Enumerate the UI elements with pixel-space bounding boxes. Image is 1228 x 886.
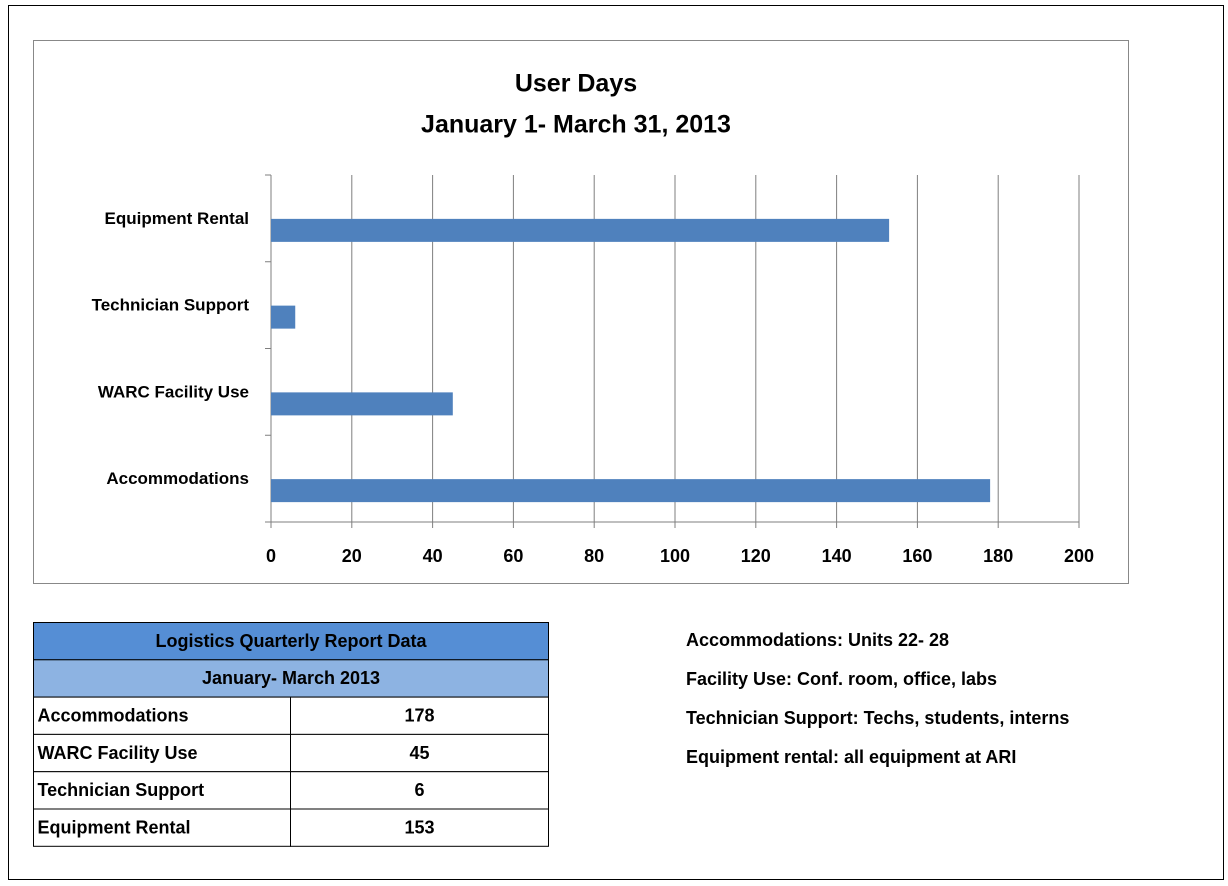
bar xyxy=(271,218,890,242)
table-header xyxy=(33,622,549,661)
y-tick-label: WARC Facility Use xyxy=(98,382,249,401)
x-tick-label: 160 xyxy=(902,546,932,566)
row-value: 178 xyxy=(404,706,434,726)
table-subheader xyxy=(33,659,549,698)
row-value: 45 xyxy=(409,743,429,763)
table-cell xyxy=(33,771,291,810)
note: Accommodations: Units 22- 28 xyxy=(686,630,949,650)
row-value: 6 xyxy=(414,780,424,800)
x-tick-label: 180 xyxy=(983,546,1013,566)
x-tick-label: 200 xyxy=(1064,546,1094,566)
x-tick-label: 20 xyxy=(342,546,362,566)
table-cell xyxy=(290,696,549,735)
row-label: WARC Facility Use xyxy=(38,743,198,763)
x-tick-label: 100 xyxy=(660,546,690,566)
x-tick-label: 120 xyxy=(741,546,771,566)
table-cell xyxy=(290,808,549,847)
bar xyxy=(271,479,991,503)
y-tick-label: Technician Support xyxy=(92,296,250,315)
row-label: Accommodations xyxy=(38,706,189,726)
x-tick-label: 80 xyxy=(584,546,604,566)
bar xyxy=(271,305,296,329)
table-cell xyxy=(290,771,549,810)
note: Equipment rental: all equipment at ARI xyxy=(686,747,1016,767)
table-cell xyxy=(33,808,291,847)
row-label: Technician Support xyxy=(38,780,205,800)
bar xyxy=(271,392,453,416)
note: Facility Use: Conf. room, office, labs xyxy=(686,669,997,689)
table-title: Logistics Quarterly Report Data xyxy=(155,631,427,651)
y-tick-label: Accommodations xyxy=(106,469,249,488)
row-label: Equipment Rental xyxy=(38,817,191,837)
x-tick-label: 40 xyxy=(423,546,443,566)
table-subtitle: January- March 2013 xyxy=(202,668,380,688)
chart-title: User Days xyxy=(515,70,637,98)
note: Technician Support: Techs, students, int… xyxy=(686,708,1069,728)
row-value: 153 xyxy=(404,817,434,837)
x-tick-label: 0 xyxy=(266,546,276,566)
chart-subtitle: January 1- March 31, 2013 xyxy=(421,111,731,139)
table-cell xyxy=(290,733,549,773)
x-tick-label: 60 xyxy=(503,546,523,566)
y-tick-label: Equipment Rental xyxy=(104,209,249,228)
x-tick-label: 140 xyxy=(822,546,852,566)
table-cell xyxy=(33,733,291,773)
